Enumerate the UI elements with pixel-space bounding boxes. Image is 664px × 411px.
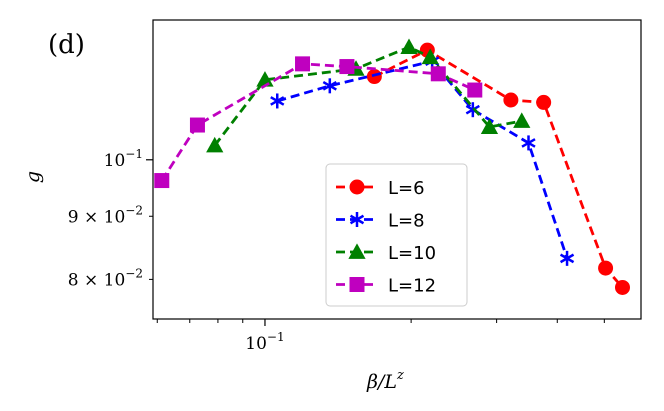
data-point xyxy=(521,135,536,151)
x-axis-label: β/Lz xyxy=(366,368,404,393)
data-point xyxy=(256,71,274,87)
series-line xyxy=(160,62,476,182)
legend: L=6 L=8 L=10 L=12 xyxy=(325,163,468,307)
data-point xyxy=(339,59,355,75)
legend-label: L=6 xyxy=(388,178,425,199)
x-axis-label-text: β/Lz xyxy=(366,368,404,393)
plot-area-frame xyxy=(152,19,642,320)
y-tick-label: 9 × 10−2 xyxy=(68,203,143,227)
data-point xyxy=(614,279,630,295)
legend-item: L=6 xyxy=(336,178,425,199)
data-point xyxy=(295,56,311,72)
data-point xyxy=(480,118,499,134)
legend-item: L=10 xyxy=(336,243,436,264)
data-point xyxy=(154,173,170,189)
panel-label: (d) xyxy=(48,30,85,60)
data-point xyxy=(206,136,224,153)
data-point xyxy=(400,38,418,54)
x-tick-label: 10−1 xyxy=(245,330,284,354)
series-l-10 xyxy=(206,38,531,153)
legend-box xyxy=(325,163,468,307)
series-line xyxy=(276,59,569,259)
y-axis-label: g xyxy=(22,171,44,183)
legend-item: L=12 xyxy=(336,276,436,297)
data-point xyxy=(513,112,531,128)
data-point xyxy=(270,93,285,109)
legend-label: L=10 xyxy=(388,243,436,264)
y-tick-label: 10−1 xyxy=(104,147,143,171)
data-point xyxy=(322,78,337,94)
legend-label: L=8 xyxy=(388,211,425,232)
legend-marker xyxy=(349,277,365,292)
legend-marker xyxy=(349,212,365,227)
legend-item: L=8 xyxy=(336,211,425,232)
legend-label: L=12 xyxy=(388,276,436,297)
data-point xyxy=(503,92,519,108)
series-l-12 xyxy=(154,56,483,189)
data-point xyxy=(467,82,483,98)
y-tick-label: 8 × 10−2 xyxy=(68,266,143,290)
data-point xyxy=(430,66,446,82)
data-point xyxy=(189,117,205,133)
data-point xyxy=(366,69,382,85)
legend-marker xyxy=(348,243,366,259)
data-point xyxy=(598,260,614,276)
data-point xyxy=(421,48,439,65)
data-point xyxy=(536,94,552,110)
axis-ticks: 10−1 10−1 9 × 10−2 8 × 10−2 xyxy=(68,147,605,354)
legend-marker xyxy=(349,179,365,195)
data-point xyxy=(559,250,575,266)
series-l-6 xyxy=(366,42,630,295)
series-layer xyxy=(154,38,630,295)
